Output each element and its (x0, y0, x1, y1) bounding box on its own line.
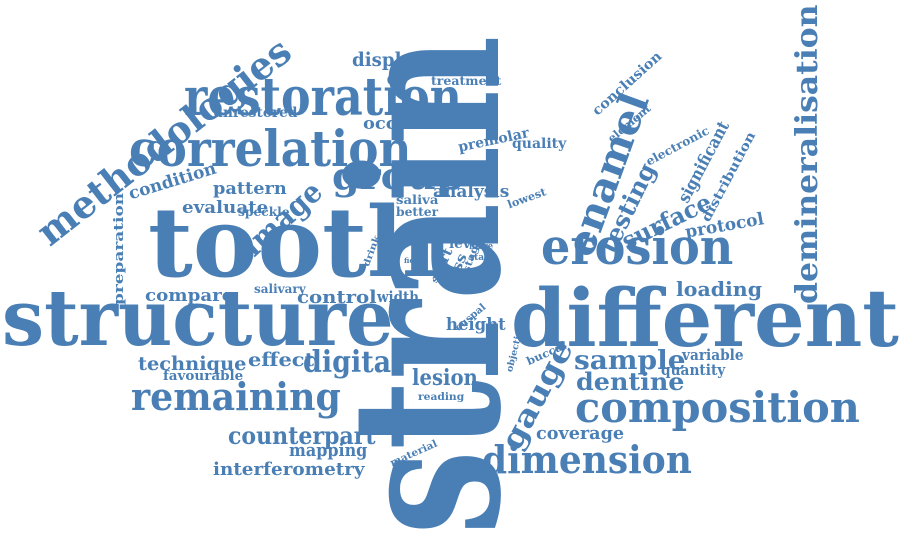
word-digital: digital (303, 348, 401, 378)
word-coverage: coverage (536, 425, 624, 443)
word-loading: loading (676, 279, 762, 299)
word-effect: effect (248, 351, 314, 370)
word-width: width (377, 290, 419, 305)
word-control: control (297, 289, 377, 307)
word-speckle: speckle (238, 206, 290, 218)
word-compare: compare (145, 288, 233, 305)
word-cusp: cusp (453, 223, 481, 233)
word-salivary: salivary (254, 283, 306, 295)
word-occlusal: occlusal (363, 116, 445, 133)
word-analysis: analysis (433, 184, 509, 201)
word-mapping: mapping (289, 442, 367, 460)
word-demineralisation: demineralisation (793, 4, 823, 304)
word-favourable: favourable (163, 370, 243, 383)
word-pattern: pattern (213, 181, 287, 198)
word-interferometry: interferometry (213, 461, 365, 479)
word-better: better (396, 206, 438, 218)
word-reading: reading (418, 393, 464, 403)
word-preparation: preparation (113, 193, 126, 305)
word-quantity: quantity (661, 363, 725, 378)
word-unrestored: unrestored (213, 106, 297, 120)
word-displacement: displacement (352, 51, 488, 70)
word-lesion: lesion (412, 367, 478, 389)
word-field: field (404, 257, 422, 264)
word-treatment: treatment (431, 75, 501, 87)
